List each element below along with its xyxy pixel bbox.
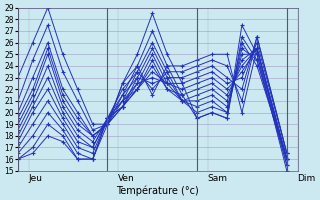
X-axis label: Température (°c): Température (°c) (116, 185, 199, 196)
